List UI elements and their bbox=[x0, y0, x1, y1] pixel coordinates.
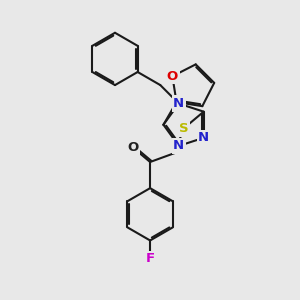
Text: O: O bbox=[128, 141, 139, 154]
Text: O: O bbox=[167, 70, 178, 83]
Text: N: N bbox=[173, 97, 184, 110]
Text: N: N bbox=[173, 140, 184, 152]
Text: F: F bbox=[146, 252, 155, 265]
Text: N: N bbox=[198, 131, 209, 144]
Text: S: S bbox=[179, 122, 188, 135]
